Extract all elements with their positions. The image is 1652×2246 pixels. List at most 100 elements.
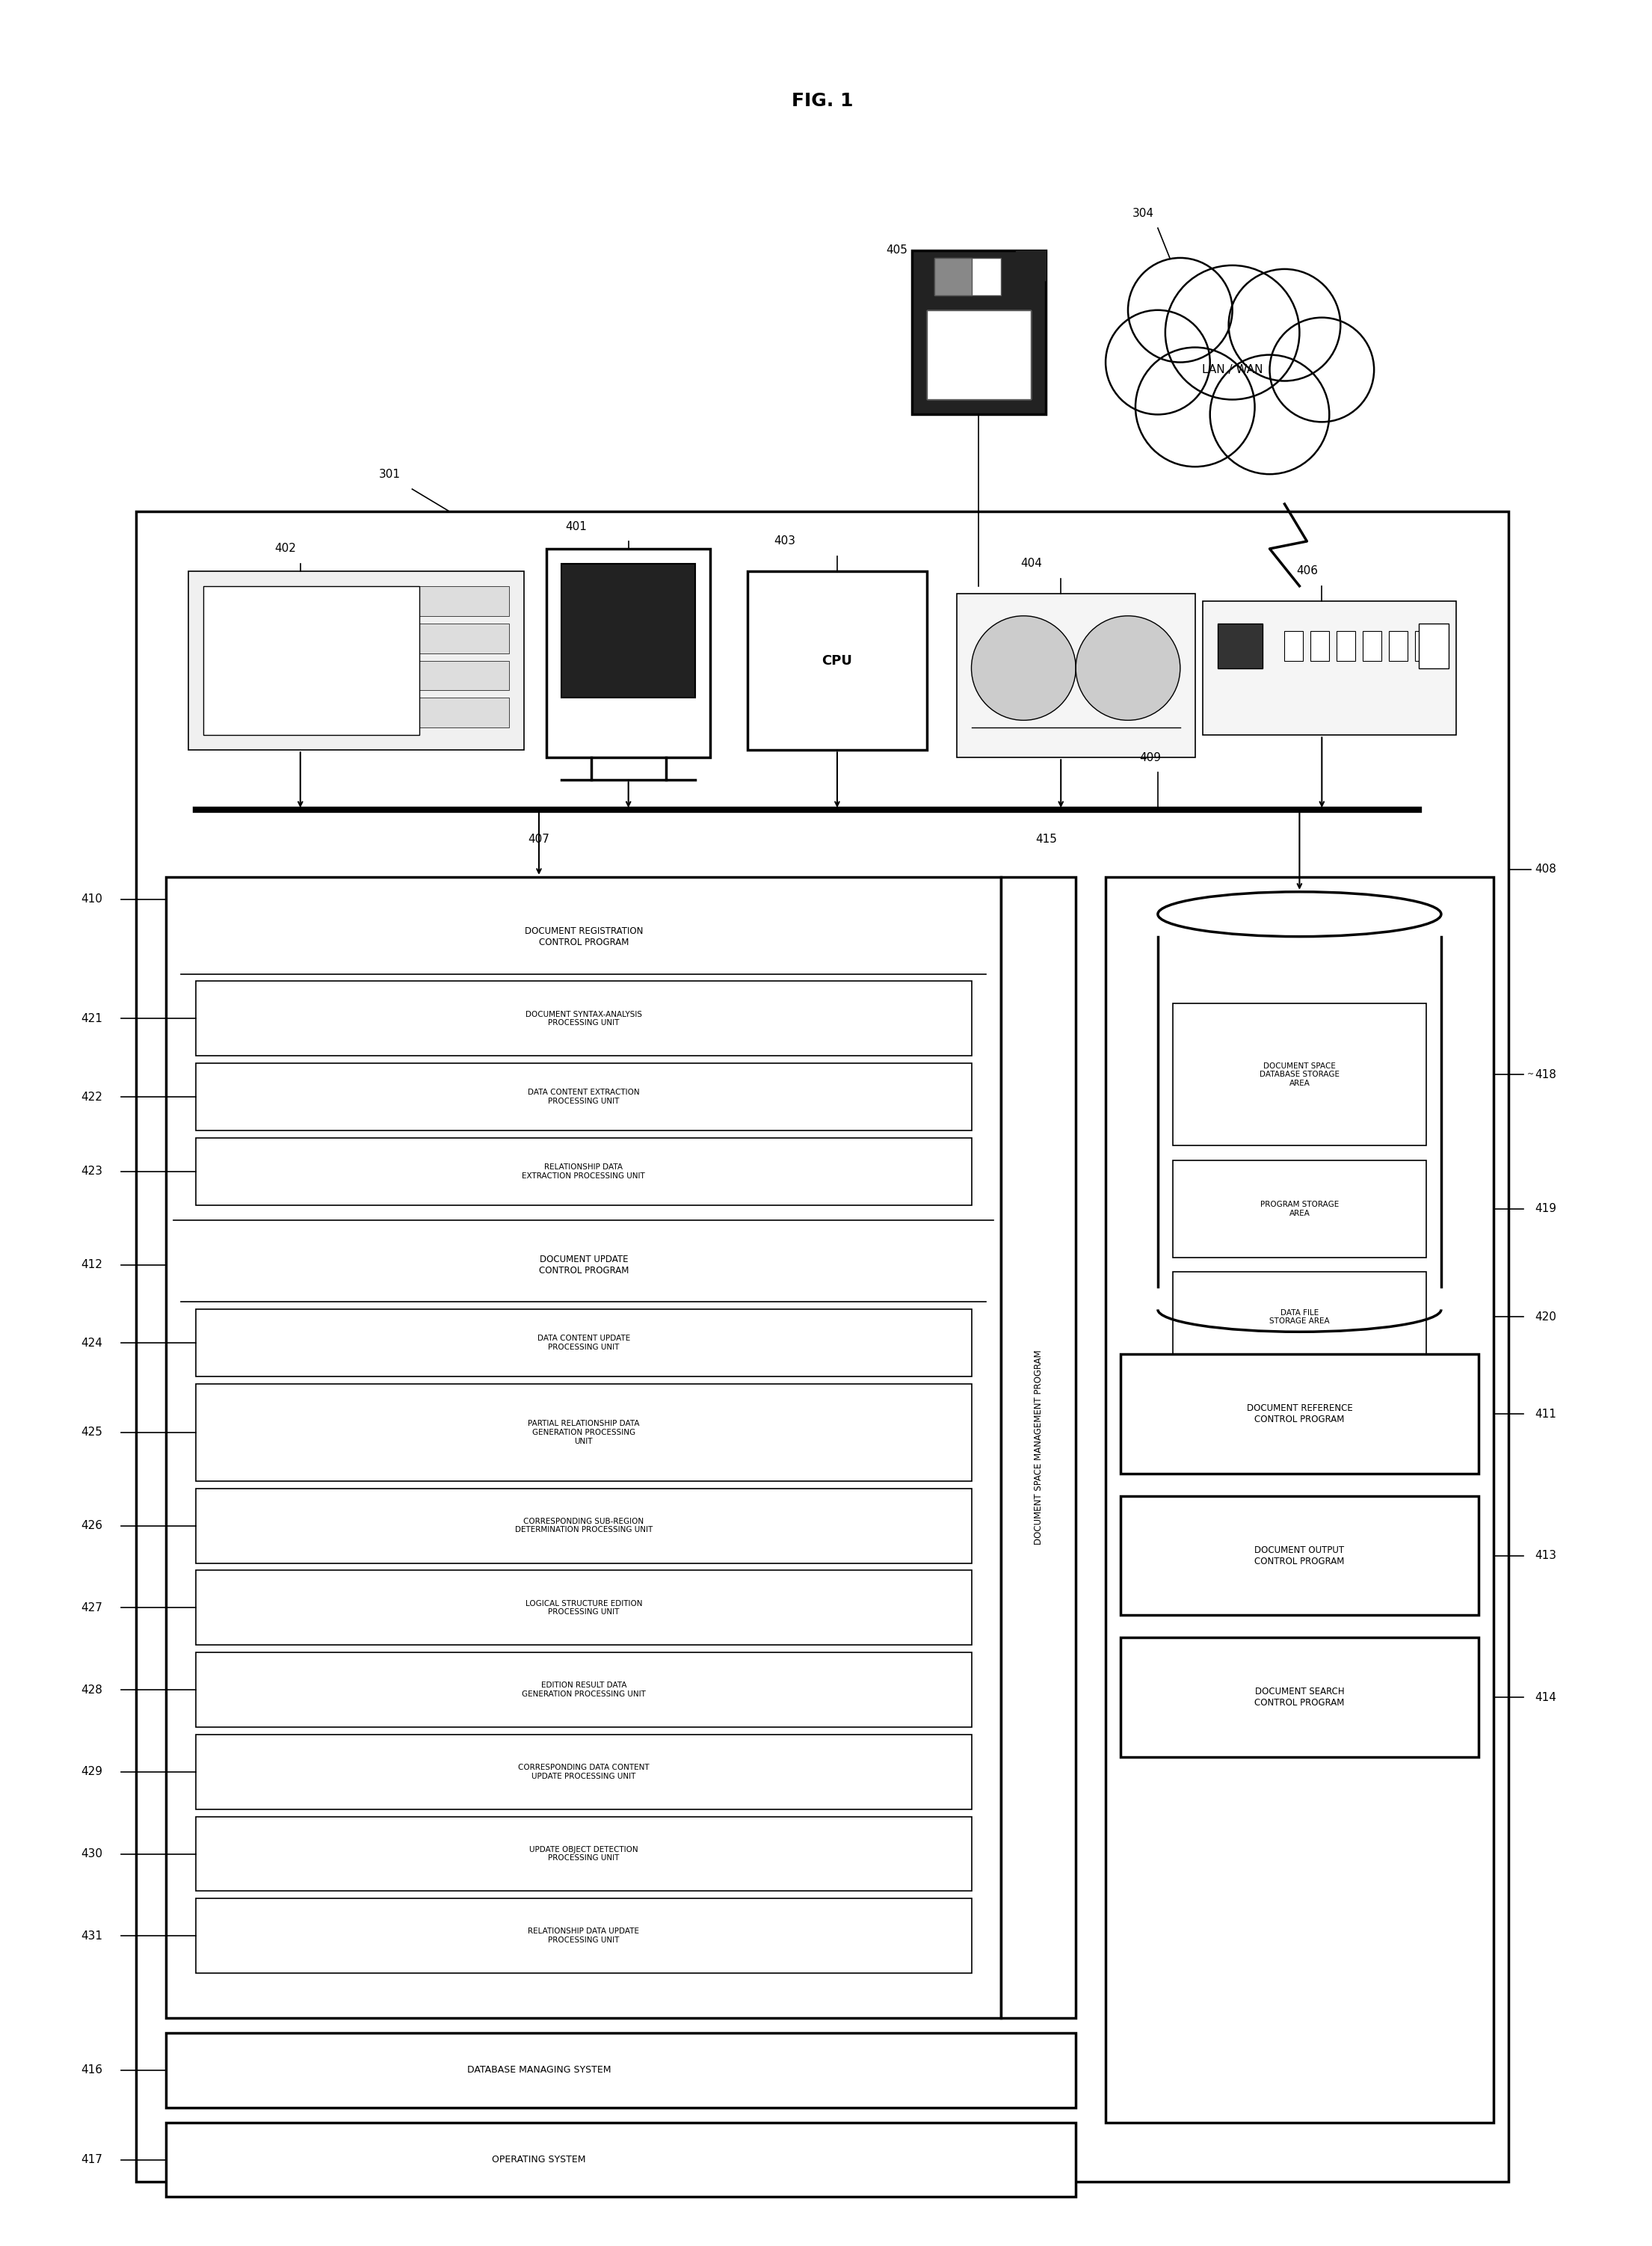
Text: DOCUMENT REGISTRATION
CONTROL PROGRAM: DOCUMENT REGISTRATION CONTROL PROGRAM bbox=[524, 925, 643, 948]
Circle shape bbox=[1105, 310, 1209, 416]
Text: DOCUMENT SPACE MANAGEMENT PROGRAM: DOCUMENT SPACE MANAGEMENT PROGRAM bbox=[1034, 1350, 1044, 1545]
Text: 409: 409 bbox=[1140, 752, 1161, 764]
Bar bbox=[748, 570, 927, 750]
Text: PARTIAL RELATIONSHIP DATA
GENERATION PROCESSING
UNIT: PARTIAL RELATIONSHIP DATA GENERATION PRO… bbox=[527, 1419, 639, 1444]
Bar bbox=[1389, 631, 1408, 660]
Text: ~: ~ bbox=[1526, 1071, 1535, 1078]
Text: 426: 426 bbox=[81, 1521, 102, 1532]
Text: DOCUMENT SPACE
DATABASE STORAGE
AREA: DOCUMENT SPACE DATABASE STORAGE AREA bbox=[1259, 1062, 1340, 1087]
Bar bbox=[197, 1817, 971, 1891]
Text: FIG. 1: FIG. 1 bbox=[791, 92, 852, 110]
Circle shape bbox=[1165, 265, 1300, 400]
Bar bbox=[547, 548, 710, 757]
Text: DOCUMENT OUTPUT
CONTROL PROGRAM: DOCUMENT OUTPUT CONTROL PROGRAM bbox=[1254, 1545, 1345, 1565]
Text: DATA CONTENT UPDATE
PROCESSING UNIT: DATA CONTENT UPDATE PROCESSING UNIT bbox=[537, 1334, 629, 1352]
Bar bbox=[933, 258, 971, 294]
Text: LAN / WAN: LAN / WAN bbox=[1203, 364, 1262, 375]
Text: DATABASE MANAGING SYSTEM: DATABASE MANAGING SYSTEM bbox=[468, 2066, 611, 2075]
Text: DATA FILE
STORAGE AREA: DATA FILE STORAGE AREA bbox=[1269, 1309, 1330, 1325]
Bar bbox=[197, 1489, 971, 1563]
Bar bbox=[167, 2033, 1075, 2107]
Circle shape bbox=[1209, 355, 1330, 474]
Text: RELATIONSHIP DATA UPDATE
PROCESSING UNIT: RELATIONSHIP DATA UPDATE PROCESSING UNIT bbox=[529, 1927, 639, 1945]
Text: 408: 408 bbox=[1535, 865, 1556, 876]
Bar bbox=[197, 1062, 971, 1130]
Text: 403: 403 bbox=[775, 537, 796, 546]
Circle shape bbox=[1229, 270, 1340, 382]
Text: 411: 411 bbox=[1535, 1408, 1556, 1419]
Text: 428: 428 bbox=[81, 1684, 102, 1696]
Bar bbox=[1120, 1496, 1479, 1615]
Text: 404: 404 bbox=[1021, 557, 1042, 568]
Circle shape bbox=[971, 615, 1075, 721]
Text: OPERATING SYSTEM: OPERATING SYSTEM bbox=[492, 2154, 586, 2165]
Bar bbox=[927, 310, 1031, 400]
Bar bbox=[197, 1309, 971, 1377]
Text: DOCUMENT SYNTAX-ANALYSIS
PROCESSING UNIT: DOCUMENT SYNTAX-ANALYSIS PROCESSING UNIT bbox=[525, 1011, 643, 1026]
Text: 423: 423 bbox=[81, 1166, 102, 1177]
Text: CORRESPONDING SUB-REGION
DETERMINATION PROCESSING UNIT: CORRESPONDING SUB-REGION DETERMINATION P… bbox=[515, 1518, 653, 1534]
Bar bbox=[197, 982, 971, 1056]
Text: 412: 412 bbox=[81, 1260, 102, 1271]
Text: CPU: CPU bbox=[823, 654, 852, 667]
Bar bbox=[933, 258, 1001, 294]
Text: 415: 415 bbox=[1036, 833, 1057, 844]
Text: UPDATE OBJECT DETECTION
PROCESSING UNIT: UPDATE OBJECT DETECTION PROCESSING UNIT bbox=[529, 1846, 638, 1862]
Text: LOGICAL STRUCTURE EDITION
PROCESSING UNIT: LOGICAL STRUCTURE EDITION PROCESSING UNI… bbox=[525, 1599, 643, 1615]
Bar bbox=[957, 593, 1194, 757]
Bar bbox=[1105, 876, 1493, 2122]
Bar bbox=[203, 660, 509, 690]
Text: 410: 410 bbox=[81, 894, 102, 905]
Text: 429: 429 bbox=[81, 1765, 102, 1777]
Bar bbox=[1120, 1354, 1479, 1473]
Bar bbox=[912, 249, 1046, 416]
Ellipse shape bbox=[1158, 892, 1441, 937]
Circle shape bbox=[1270, 317, 1374, 422]
Text: 405: 405 bbox=[885, 245, 907, 256]
Bar bbox=[1310, 631, 1330, 660]
Bar bbox=[927, 310, 1031, 400]
Text: 407: 407 bbox=[529, 833, 550, 844]
Text: EDITION RESULT DATA
GENERATION PROCESSING UNIT: EDITION RESULT DATA GENERATION PROCESSIN… bbox=[522, 1682, 646, 1698]
Text: 422: 422 bbox=[81, 1092, 102, 1103]
Bar bbox=[203, 586, 420, 734]
Bar bbox=[1218, 624, 1262, 667]
Bar bbox=[1203, 602, 1455, 734]
Text: DOCUMENT UPDATE
CONTROL PROGRAM: DOCUMENT UPDATE CONTROL PROGRAM bbox=[539, 1253, 629, 1276]
Text: 418: 418 bbox=[1535, 1069, 1556, 1080]
Bar bbox=[197, 1653, 971, 1727]
Text: 413: 413 bbox=[1535, 1550, 1556, 1561]
Bar bbox=[197, 1570, 971, 1644]
Polygon shape bbox=[1016, 249, 1046, 281]
Bar bbox=[167, 876, 1001, 2017]
Text: 421: 421 bbox=[81, 1013, 102, 1024]
Bar bbox=[203, 624, 509, 654]
Circle shape bbox=[1075, 615, 1180, 721]
Bar bbox=[137, 512, 1508, 2183]
Circle shape bbox=[1135, 348, 1256, 467]
Circle shape bbox=[1128, 258, 1232, 362]
Bar bbox=[203, 699, 509, 728]
Text: 304: 304 bbox=[1132, 207, 1153, 218]
Text: 301: 301 bbox=[378, 469, 401, 481]
Bar bbox=[1416, 631, 1434, 660]
Bar bbox=[1419, 624, 1449, 667]
Text: 430: 430 bbox=[81, 1848, 102, 1860]
Bar bbox=[562, 564, 695, 699]
Text: 420: 420 bbox=[1535, 1312, 1556, 1323]
Bar bbox=[1173, 1271, 1426, 1361]
Text: 402: 402 bbox=[274, 544, 296, 555]
Bar bbox=[1173, 1004, 1426, 1145]
Text: DATA CONTENT EXTRACTION
PROCESSING UNIT: DATA CONTENT EXTRACTION PROCESSING UNIT bbox=[527, 1089, 639, 1105]
Text: 406: 406 bbox=[1297, 566, 1318, 577]
Bar bbox=[203, 586, 509, 615]
Bar bbox=[1001, 876, 1075, 2017]
Text: CORRESPONDING DATA CONTENT
UPDATE PROCESSING UNIT: CORRESPONDING DATA CONTENT UPDATE PROCES… bbox=[519, 1763, 649, 1779]
Bar bbox=[188, 570, 524, 750]
Bar bbox=[1285, 631, 1303, 660]
Bar bbox=[1363, 631, 1381, 660]
Bar bbox=[197, 1734, 971, 1808]
Text: 427: 427 bbox=[81, 1601, 102, 1613]
Bar bbox=[197, 1384, 971, 1480]
Bar bbox=[1336, 631, 1355, 660]
